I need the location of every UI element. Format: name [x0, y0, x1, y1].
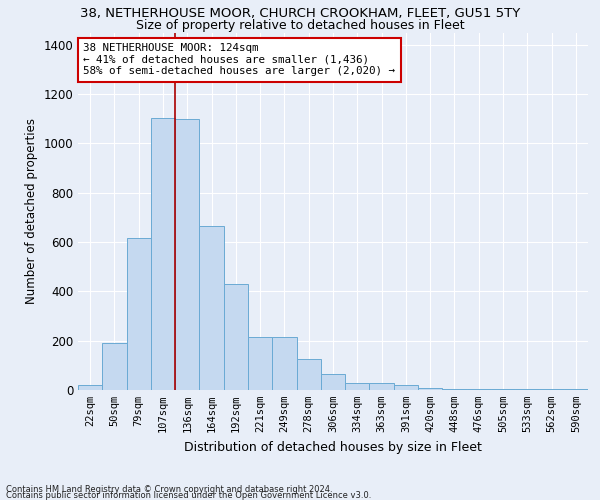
Bar: [199, 226, 224, 390]
Bar: [321, 374, 345, 390]
Bar: [370, 383, 394, 390]
Bar: [102, 343, 127, 390]
Bar: [345, 383, 370, 390]
Bar: [394, 385, 418, 390]
Bar: [418, 388, 442, 390]
Bar: [272, 337, 296, 390]
Bar: [127, 238, 151, 390]
Text: 38 NETHERHOUSE MOOR: 124sqm
← 41% of detached houses are smaller (1,436)
58% of : 38 NETHERHOUSE MOOR: 124sqm ← 41% of det…: [83, 43, 395, 76]
Bar: [248, 337, 272, 390]
X-axis label: Distribution of detached houses by size in Fleet: Distribution of detached houses by size …: [184, 440, 482, 454]
Bar: [296, 359, 321, 390]
Bar: [175, 119, 199, 390]
Text: 38, NETHERHOUSE MOOR, CHURCH CROOKHAM, FLEET, GU51 5TY: 38, NETHERHOUSE MOOR, CHURCH CROOKHAM, F…: [80, 8, 520, 20]
Bar: [151, 118, 175, 390]
Bar: [467, 389, 491, 390]
Bar: [78, 385, 102, 390]
Text: Contains HM Land Registry data © Crown copyright and database right 2024.: Contains HM Land Registry data © Crown c…: [6, 485, 332, 494]
Y-axis label: Number of detached properties: Number of detached properties: [25, 118, 38, 304]
Bar: [491, 389, 515, 390]
Text: Contains public sector information licensed under the Open Government Licence v3: Contains public sector information licen…: [6, 491, 371, 500]
Text: Size of property relative to detached houses in Fleet: Size of property relative to detached ho…: [136, 19, 464, 32]
Bar: [442, 388, 467, 390]
Bar: [224, 284, 248, 390]
